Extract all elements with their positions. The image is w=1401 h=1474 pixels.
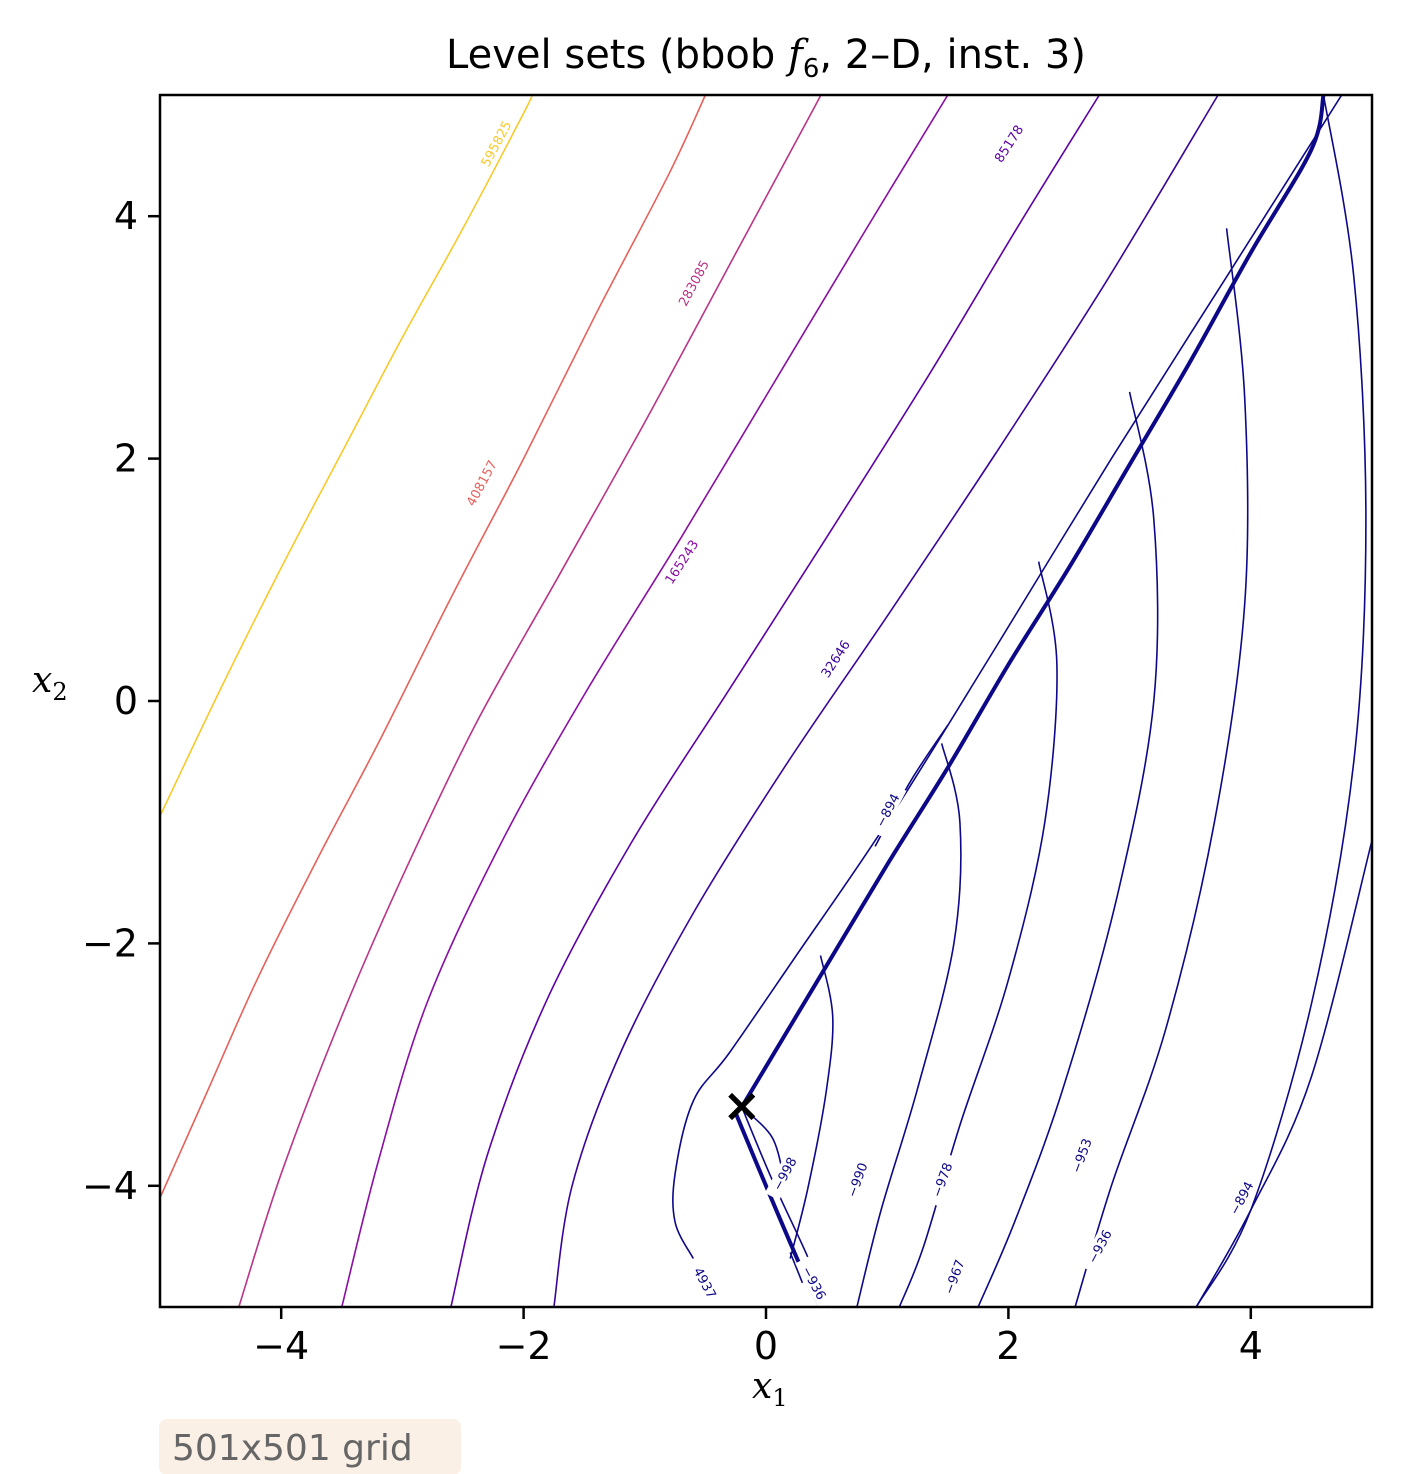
contour-line bbox=[160, 95, 533, 817]
contour-line bbox=[789, 1252, 804, 1284]
contour-label-bg bbox=[925, 1152, 959, 1207]
contour-label-bg bbox=[686, 1256, 725, 1310]
grid-badge-text: 501x501 grid bbox=[172, 1428, 413, 1469]
contour-line bbox=[1074, 228, 1249, 1307]
contour-label-bg bbox=[937, 1249, 971, 1304]
contour-label-bg bbox=[840, 1152, 874, 1207]
y-tick-label: −2 bbox=[82, 921, 138, 965]
x-tick-label: −2 bbox=[496, 1324, 552, 1368]
contour-label-bg bbox=[814, 632, 856, 685]
y-axis-ticks: −4 −2 0 2 4 bbox=[82, 194, 160, 1208]
contour-label-bg bbox=[660, 535, 703, 588]
contour-label: 32646 bbox=[819, 638, 854, 681]
x-tick-label: 0 bbox=[754, 1324, 778, 1368]
optimum-marker: × bbox=[722, 1078, 761, 1132]
contour-label: 283085 bbox=[676, 258, 713, 309]
chart-title: Level sets (bbob f6, 2–D, inst. 3) bbox=[446, 32, 1086, 84]
contour-labels: 59582540815728308516524385178326464937−8… bbox=[461, 116, 1261, 1310]
contour-label-bg bbox=[795, 1256, 834, 1310]
contour-lines bbox=[160, 95, 1372, 1307]
grid-badge-bg bbox=[159, 1419, 461, 1474]
x-axis-label: x1 bbox=[752, 1366, 788, 1412]
contour-label-bg bbox=[461, 456, 501, 510]
contour-label-bg bbox=[1080, 1219, 1119, 1274]
y-tick-label: 2 bbox=[114, 437, 138, 481]
y-tick-label: 0 bbox=[114, 679, 138, 723]
contour-line bbox=[740, 95, 1326, 1109]
contour-label-bg bbox=[476, 116, 515, 171]
contour-label: 408157 bbox=[464, 458, 501, 509]
contour-label-bg bbox=[1064, 1128, 1098, 1183]
contour-line bbox=[789, 955, 834, 1259]
y-axis-label: x2 bbox=[32, 660, 68, 706]
x-axis-ticks: −4 −2 0 2 4 bbox=[253, 1307, 1263, 1368]
contour-line bbox=[898, 561, 1058, 1307]
contour-line bbox=[1195, 840, 1372, 1307]
plot-frame bbox=[158, 93, 1374, 1309]
contour-label-bg bbox=[1221, 1171, 1261, 1225]
contour-line bbox=[341, 95, 949, 1307]
contour-line bbox=[450, 95, 1100, 1307]
optimum-x-marker: × bbox=[722, 1078, 761, 1132]
contour-label-bg bbox=[674, 256, 713, 310]
contour-line bbox=[238, 95, 822, 1307]
contour-line bbox=[1195, 95, 1367, 1307]
y-tick-label: 4 bbox=[114, 194, 138, 238]
x-tick-label: −4 bbox=[253, 1324, 309, 1368]
x-tick-label: 4 bbox=[1239, 1324, 1263, 1368]
contour-line bbox=[856, 743, 962, 1307]
contour-label-bg bbox=[867, 783, 907, 837]
x-tick-label: 2 bbox=[996, 1324, 1020, 1368]
contour-label-bg bbox=[987, 117, 1030, 170]
contour-line bbox=[977, 391, 1159, 1307]
contour-line bbox=[160, 95, 707, 1199]
contour-label-bg bbox=[764, 1146, 804, 1201]
contour-label: 595825 bbox=[479, 119, 516, 170]
contour-label: 85178 bbox=[992, 123, 1027, 166]
contour-line bbox=[553, 95, 1220, 1307]
y-tick-label: −4 bbox=[82, 1164, 138, 1208]
